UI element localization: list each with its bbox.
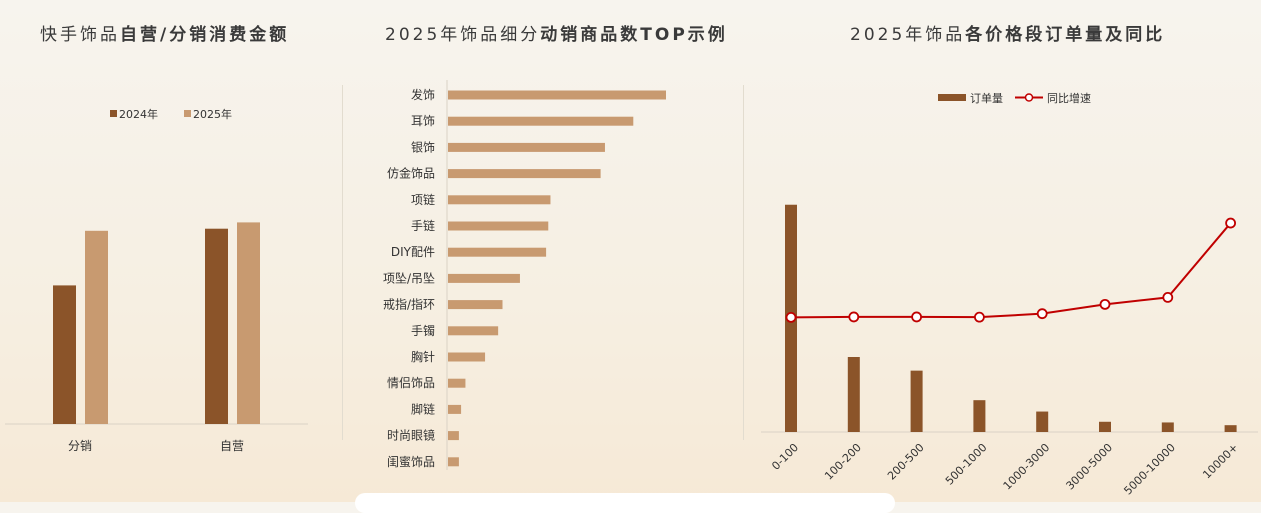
x-tick-label: 500-1000 bbox=[943, 441, 990, 488]
bar bbox=[973, 400, 986, 432]
chart3-title-pre: 2025年饰品 bbox=[850, 25, 966, 45]
bar bbox=[237, 222, 260, 424]
y-tick-label: 闺蜜饰品 bbox=[387, 454, 435, 469]
x-tick-label: 5000-10000 bbox=[1121, 441, 1178, 498]
y-tick-label: 情侣饰品 bbox=[387, 375, 435, 390]
bar bbox=[448, 326, 499, 336]
bar bbox=[448, 378, 466, 388]
y-tick-label: DIY配件 bbox=[391, 245, 435, 259]
legend-swatch bbox=[110, 110, 117, 117]
bar bbox=[85, 230, 108, 424]
line-point bbox=[848, 311, 860, 323]
line-point bbox=[1225, 217, 1237, 229]
bar bbox=[847, 357, 860, 432]
bar bbox=[1099, 421, 1111, 432]
bar bbox=[448, 169, 601, 179]
bar bbox=[448, 247, 547, 257]
y-tick-label: 项链 bbox=[411, 192, 435, 207]
legend-swatch bbox=[184, 110, 191, 117]
y-tick-label: 胸针 bbox=[411, 349, 435, 364]
legend-label: 2024年 bbox=[119, 107, 158, 121]
legend-marker bbox=[1024, 93, 1034, 102]
chart2-title-bold: 动销商品数TOP示例 bbox=[540, 25, 728, 45]
x-tick-label: 自营 bbox=[220, 439, 244, 453]
bar bbox=[448, 195, 551, 205]
chart2-title: 2025年饰品细分动销商品数TOP示例 bbox=[385, 20, 728, 45]
chart3-svg: 订单量 同比增速 0-100 100-200 200-500 500-1000 1000-3… bbox=[761, 91, 1258, 498]
line-point bbox=[1036, 308, 1048, 320]
legend-label: 订单量 bbox=[970, 92, 1003, 105]
bar bbox=[448, 431, 459, 441]
legend-label: 2025年 bbox=[193, 107, 232, 121]
chart1-title-bold: 自营/分销消费金额 bbox=[120, 25, 290, 45]
y-tick-label: 耳饰 bbox=[411, 114, 435, 128]
bar bbox=[448, 221, 549, 231]
y-tick-label: 手镯 bbox=[411, 323, 435, 338]
bar bbox=[1224, 425, 1237, 432]
line-point bbox=[785, 311, 797, 323]
bar bbox=[53, 285, 76, 424]
bar bbox=[448, 142, 605, 152]
y-tick-label: 项坠/吊坠 bbox=[383, 271, 435, 285]
line-point bbox=[1162, 292, 1174, 303]
line-series bbox=[790, 222, 1232, 319]
line-point bbox=[973, 311, 985, 323]
divider-left bbox=[342, 85, 343, 440]
chart3-title-bold: 各价格段订单量及同比 bbox=[965, 25, 1166, 45]
bar bbox=[448, 300, 503, 310]
x-tick-label: 10000+ bbox=[1200, 441, 1240, 481]
x-tick-label: 100-200 bbox=[822, 441, 864, 483]
bar bbox=[910, 370, 923, 432]
bar bbox=[448, 352, 486, 362]
legend-label: 同比增速 bbox=[1047, 91, 1091, 105]
y-tick-label: 戒指/指环 bbox=[383, 297, 435, 312]
x-tick-label: 分销 bbox=[68, 439, 92, 453]
bar bbox=[448, 457, 459, 467]
x-tick-label: 0-100 bbox=[769, 441, 801, 473]
x-tick-label: 1000-3000 bbox=[1001, 441, 1053, 493]
bottom-card bbox=[355, 493, 895, 513]
bar bbox=[205, 228, 228, 424]
chart2-title-pre: 2025年饰品细分 bbox=[385, 25, 541, 45]
line-point bbox=[1099, 298, 1111, 310]
y-tick-label: 手链 bbox=[411, 218, 435, 233]
x-tick-label: 3000-5000 bbox=[1064, 441, 1116, 493]
chart1-title-pre: 快手饰品 bbox=[40, 25, 120, 45]
bar bbox=[448, 273, 520, 283]
y-tick-label: 发饰 bbox=[411, 87, 435, 102]
y-tick-label: 银饰 bbox=[411, 140, 435, 154]
x-tick-label: 200-500 bbox=[885, 441, 927, 483]
y-tick-label: 时尚眼镜 bbox=[387, 428, 435, 443]
line-point bbox=[911, 311, 923, 323]
y-tick-label: 仿金饰品 bbox=[387, 166, 435, 181]
chart1-title: 快手饰品自营/分销消费金额 bbox=[40, 20, 289, 45]
chart3-title: 2025年饰品各价格段订单量及同比 bbox=[850, 20, 1165, 45]
bar bbox=[1161, 422, 1174, 432]
bar bbox=[448, 404, 462, 414]
bar bbox=[1036, 411, 1049, 432]
bar bbox=[448, 116, 634, 126]
y-tick-label: 脚链 bbox=[411, 401, 435, 416]
legend-swatch-bar bbox=[938, 94, 966, 101]
divider-right bbox=[743, 85, 744, 440]
bar bbox=[448, 90, 666, 100]
